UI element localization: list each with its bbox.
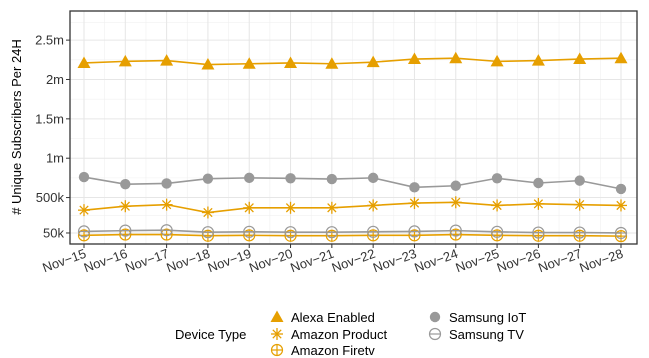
panel-border <box>69 10 638 245</box>
y-tick-label: 2m <box>46 72 64 87</box>
data-point <box>573 198 586 211</box>
data-point <box>615 199 627 212</box>
data-point <box>408 225 421 238</box>
data-point <box>573 52 587 65</box>
data-point <box>614 226 628 240</box>
panel-background <box>70 11 637 244</box>
data-point <box>160 224 173 237</box>
data-point <box>243 225 256 238</box>
grid <box>70 11 637 244</box>
series-line <box>83 229 622 234</box>
data-point <box>120 178 131 190</box>
data-point <box>366 55 380 68</box>
series-lines <box>83 57 622 237</box>
data-point <box>449 196 462 209</box>
legend-label: Amazon Product <box>291 327 387 342</box>
legend-key <box>270 310 284 322</box>
legend-entry: Samsung IoT <box>429 310 526 325</box>
legend: Device Type Alexa Enabled Amazon ProductA… <box>175 310 526 358</box>
data-point <box>284 201 297 214</box>
data-point <box>325 201 338 214</box>
data-point <box>161 178 172 189</box>
y-tick-label: 50k <box>43 225 64 240</box>
data-point <box>326 173 338 185</box>
data-point <box>160 198 173 211</box>
data-point <box>490 54 504 67</box>
legend-label: Samsung TV <box>449 327 524 342</box>
data-point <box>77 225 91 238</box>
data-point <box>531 54 545 66</box>
data-point <box>78 204 90 217</box>
series-markers <box>77 51 628 243</box>
data-point <box>285 173 296 184</box>
legend-key <box>271 328 283 340</box>
data-point <box>532 226 545 239</box>
data-point <box>491 199 504 212</box>
y-tick-label: 1m <box>46 151 64 166</box>
data-point <box>407 52 421 65</box>
data-point <box>242 57 256 69</box>
legend-key <box>428 327 442 341</box>
data-point <box>119 224 132 237</box>
data-point <box>408 197 421 210</box>
data-point <box>449 224 462 237</box>
y-tick-label: 2.5m <box>35 33 64 48</box>
data-point <box>202 173 214 184</box>
data-point <box>78 171 90 183</box>
legend-key <box>429 311 441 323</box>
data-point <box>77 56 91 68</box>
legend-label: Samsung IoT <box>449 310 526 325</box>
data-point <box>201 206 214 219</box>
data-point <box>284 56 298 68</box>
data-point <box>325 226 338 239</box>
data-point <box>614 51 628 64</box>
legend-label: Alexa Enabled <box>291 310 375 325</box>
data-point <box>532 197 545 210</box>
legend-entry: Amazon Product <box>271 327 387 342</box>
y-tick-label: 500k <box>36 190 65 205</box>
data-point <box>573 226 586 239</box>
data-point <box>119 200 132 213</box>
legend-title: Device Type <box>175 327 246 342</box>
data-point <box>533 177 544 189</box>
x-tick-label: Nov−28 <box>577 246 625 276</box>
data-point <box>243 201 256 214</box>
data-point <box>367 199 380 212</box>
data-point <box>491 173 503 184</box>
data-point <box>244 172 255 184</box>
data-point <box>490 225 504 238</box>
legend-key <box>270 343 284 357</box>
data-point <box>201 226 215 239</box>
legend-label: Amazon Firetv <box>291 343 375 358</box>
series-line <box>83 176 622 190</box>
data-point <box>409 182 420 193</box>
data-point <box>615 183 627 195</box>
data-point <box>325 57 339 69</box>
data-point <box>450 180 461 191</box>
data-point <box>284 226 297 239</box>
y-axis-ticks: 50k 500k 1m 1.5m 2m 2.5m <box>35 33 70 240</box>
data-point <box>118 54 132 67</box>
data-point <box>367 172 379 184</box>
data-point <box>160 54 174 66</box>
data-point <box>574 175 585 186</box>
data-point <box>367 225 380 238</box>
series-line <box>83 57 622 66</box>
data-point <box>201 58 215 70</box>
series-line <box>83 233 622 237</box>
legend-entry: Alexa Enabled <box>270 310 375 325</box>
legend-entry: Samsung TV <box>428 327 524 342</box>
legend-entry: Amazon Firetv <box>270 343 375 358</box>
y-tick-label: 1.5m <box>35 111 64 126</box>
x-axis-ticks: Nov−15Nov−16Nov−17Nov−18Nov−19Nov−20Nov−… <box>40 244 625 275</box>
data-point <box>449 51 463 64</box>
series-line <box>83 201 622 214</box>
y-axis-title: # Unique Subscribers Per 24H <box>9 39 24 215</box>
